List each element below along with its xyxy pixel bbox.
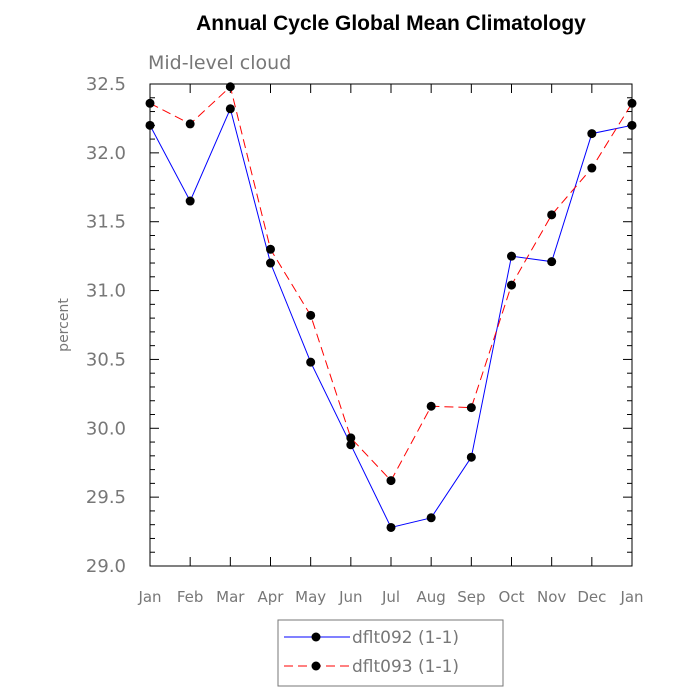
data-point-series-2	[386, 476, 396, 486]
y-tick-label: 30.0	[86, 418, 126, 439]
data-point-series-2	[306, 310, 316, 320]
x-tick-label: Mar	[216, 588, 245, 606]
legend-box	[277, 619, 504, 687]
data-point-series-2	[466, 403, 476, 413]
y-tick-label: 32.5	[86, 74, 126, 95]
legend-marker-series-2	[311, 661, 321, 671]
x-tick-label: Jun	[338, 588, 362, 606]
x-tick-label: Apr	[258, 588, 285, 606]
chart-subtitle: Mid-level cloud	[148, 52, 291, 74]
series-line-1	[149, 107, 633, 529]
series-layer	[145, 82, 637, 532]
data-point-series-1	[466, 452, 476, 462]
data-point-series-1	[627, 120, 637, 130]
chart-title: Annual Cycle Global Mean Climatology	[196, 12, 586, 35]
y-axis-label: percent	[56, 298, 72, 352]
data-point-series-2	[346, 433, 356, 443]
data-point-series-1	[547, 257, 557, 267]
x-tick-label: Oct	[499, 588, 525, 606]
data-point-series-1	[225, 104, 235, 114]
data-point-series-2	[145, 98, 155, 108]
x-tick-label: Sep	[457, 588, 485, 606]
data-point-series-1	[346, 440, 356, 450]
legend-label-series-2: dflt093 (1-1)	[352, 657, 459, 677]
legend: dflt092 (1-1) dflt093 (1-1)	[277, 619, 504, 687]
x-tick-label: Jan	[619, 588, 643, 606]
data-point-series-2	[266, 244, 275, 254]
data-point-series-1	[185, 196, 195, 206]
data-point-series-1	[507, 251, 516, 261]
x-tick-label: Jan	[137, 588, 161, 606]
x-axis: Jan Feb Mar Apr May Jun Jul Aug Sep Oct Nov Dec Jan	[137, 84, 644, 606]
data-point-series-2	[627, 98, 637, 108]
data-point-series-2	[225, 82, 235, 92]
data-point-series-2	[426, 401, 436, 411]
x-tick-label: Jul	[381, 588, 400, 606]
data-point-series-1	[386, 522, 396, 532]
y-tick-label: 31.0	[86, 281, 126, 302]
legend-marker-series-1	[311, 632, 321, 642]
data-point-series-2	[185, 119, 195, 129]
x-tick-label: May	[295, 588, 326, 606]
y-tick-label: 29.5	[86, 487, 126, 508]
plot-border	[149, 83, 633, 567]
data-point-series-1	[587, 129, 597, 139]
data-point-series-1	[145, 120, 155, 130]
data-point-series-1	[306, 357, 316, 367]
y-tick-label: 31.5	[86, 212, 126, 233]
data-point-series-1	[426, 513, 436, 523]
data-point-series-1	[266, 258, 275, 268]
plot-frame	[149, 83, 633, 567]
y-tick-label: 30.5	[86, 349, 126, 370]
x-tick-label: Dec	[577, 588, 606, 606]
data-point-series-2	[587, 163, 597, 173]
y-axis: 29.0 29.5 30.0 30.5 31.0 31.5 32.0 32.5	[86, 74, 632, 577]
series-line-2	[149, 85, 633, 482]
x-tick-label: Aug	[417, 588, 446, 606]
data-point-series-2	[507, 280, 516, 290]
y-tick-label: 29.0	[86, 556, 126, 577]
legend-label-series-1: dflt092 (1-1)	[352, 628, 459, 648]
data-point-series-2	[547, 210, 557, 220]
x-tick-label: Nov	[537, 588, 566, 606]
y-tick-label: 32.0	[86, 143, 126, 164]
x-tick-label: Feb	[177, 588, 204, 606]
